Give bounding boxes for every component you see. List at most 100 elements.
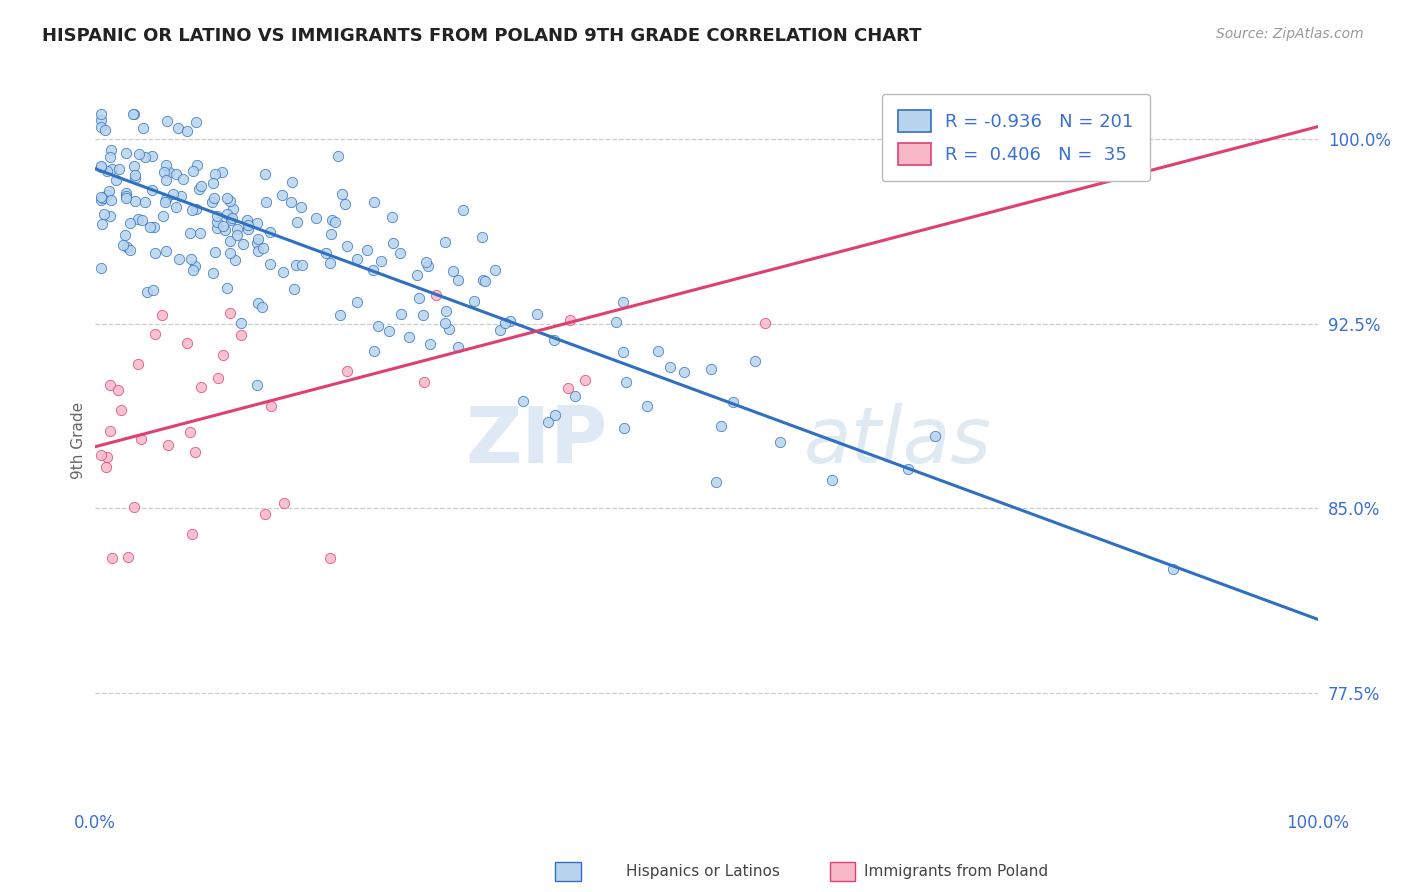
Point — [333, 196, 356, 211]
Point — [179, 227, 201, 241]
Point — [170, 189, 193, 203]
Point — [90, 260, 112, 275]
Point — [495, 316, 517, 330]
Point — [222, 202, 245, 217]
Point — [127, 357, 149, 371]
Point — [104, 173, 127, 187]
Point — [107, 383, 129, 397]
Point — [224, 253, 246, 268]
Point — [120, 243, 142, 257]
Point — [142, 219, 165, 234]
Point — [110, 403, 132, 417]
Point — [616, 376, 638, 390]
Point — [165, 167, 187, 181]
Point — [405, 268, 427, 283]
Point — [214, 223, 236, 237]
Point — [356, 244, 378, 258]
Point — [290, 201, 312, 215]
Point — [162, 186, 184, 201]
Point — [236, 222, 259, 236]
Point — [367, 319, 389, 334]
Point — [176, 335, 198, 350]
Point — [560, 312, 582, 326]
Point — [153, 194, 176, 209]
Point — [463, 294, 485, 309]
Point — [100, 150, 122, 164]
Point — [236, 219, 259, 233]
Point — [207, 215, 229, 229]
Point — [336, 363, 359, 377]
Point — [259, 226, 281, 240]
Point — [389, 245, 412, 260]
Point — [744, 354, 766, 368]
Point — [184, 444, 207, 458]
Text: Source: ZipAtlas.com: Source: ZipAtlas.com — [1216, 27, 1364, 41]
Point — [315, 246, 337, 260]
Point — [232, 237, 254, 252]
Point — [434, 316, 457, 330]
Point — [723, 394, 745, 409]
Text: Immigrants from Poland: Immigrants from Poland — [865, 863, 1047, 879]
Point — [1163, 561, 1185, 575]
Point — [141, 183, 163, 197]
Point — [172, 171, 194, 186]
Point — [124, 170, 146, 185]
Point — [142, 283, 165, 297]
Point — [229, 316, 252, 330]
Point — [537, 415, 560, 429]
Point — [205, 221, 228, 235]
Point — [98, 377, 121, 392]
Point — [90, 190, 112, 204]
Point — [381, 235, 404, 250]
Point — [219, 305, 242, 319]
Point — [252, 242, 274, 256]
Point — [181, 527, 204, 541]
Point — [186, 202, 208, 216]
Point — [124, 169, 146, 183]
Point — [201, 266, 224, 280]
Point — [250, 301, 273, 315]
Point — [613, 421, 636, 435]
Point — [370, 253, 392, 268]
Point — [321, 227, 343, 241]
Point — [98, 184, 121, 198]
Point — [93, 207, 115, 221]
Point — [221, 212, 243, 227]
Point — [128, 147, 150, 161]
Point — [330, 186, 353, 201]
Point — [270, 188, 292, 202]
Point — [699, 362, 721, 376]
Point — [285, 215, 308, 229]
Point — [636, 399, 658, 413]
Point — [155, 158, 177, 172]
Point — [134, 194, 156, 209]
Point — [425, 287, 447, 301]
Point — [150, 308, 173, 322]
Point — [90, 194, 112, 208]
Y-axis label: 9th Grade: 9th Grade — [72, 402, 86, 479]
Point — [398, 330, 420, 344]
Point — [474, 274, 496, 288]
Point — [211, 219, 233, 234]
Point — [280, 194, 302, 209]
Point — [117, 549, 139, 564]
Point — [247, 244, 270, 258]
Point — [180, 252, 202, 266]
Point — [115, 186, 138, 200]
Point — [254, 195, 277, 210]
Point — [91, 191, 114, 205]
Point — [441, 264, 464, 278]
Point — [90, 107, 112, 121]
Point — [219, 234, 242, 248]
Point — [321, 213, 343, 227]
Point — [139, 219, 162, 234]
Point — [285, 258, 308, 272]
Point — [273, 496, 295, 510]
Point — [605, 314, 627, 328]
Point — [433, 235, 456, 249]
Text: Hispanics or Latinos: Hispanics or Latinos — [626, 863, 780, 879]
Point — [218, 246, 240, 260]
Point — [122, 107, 145, 121]
Point — [363, 344, 385, 359]
Point — [132, 120, 155, 135]
